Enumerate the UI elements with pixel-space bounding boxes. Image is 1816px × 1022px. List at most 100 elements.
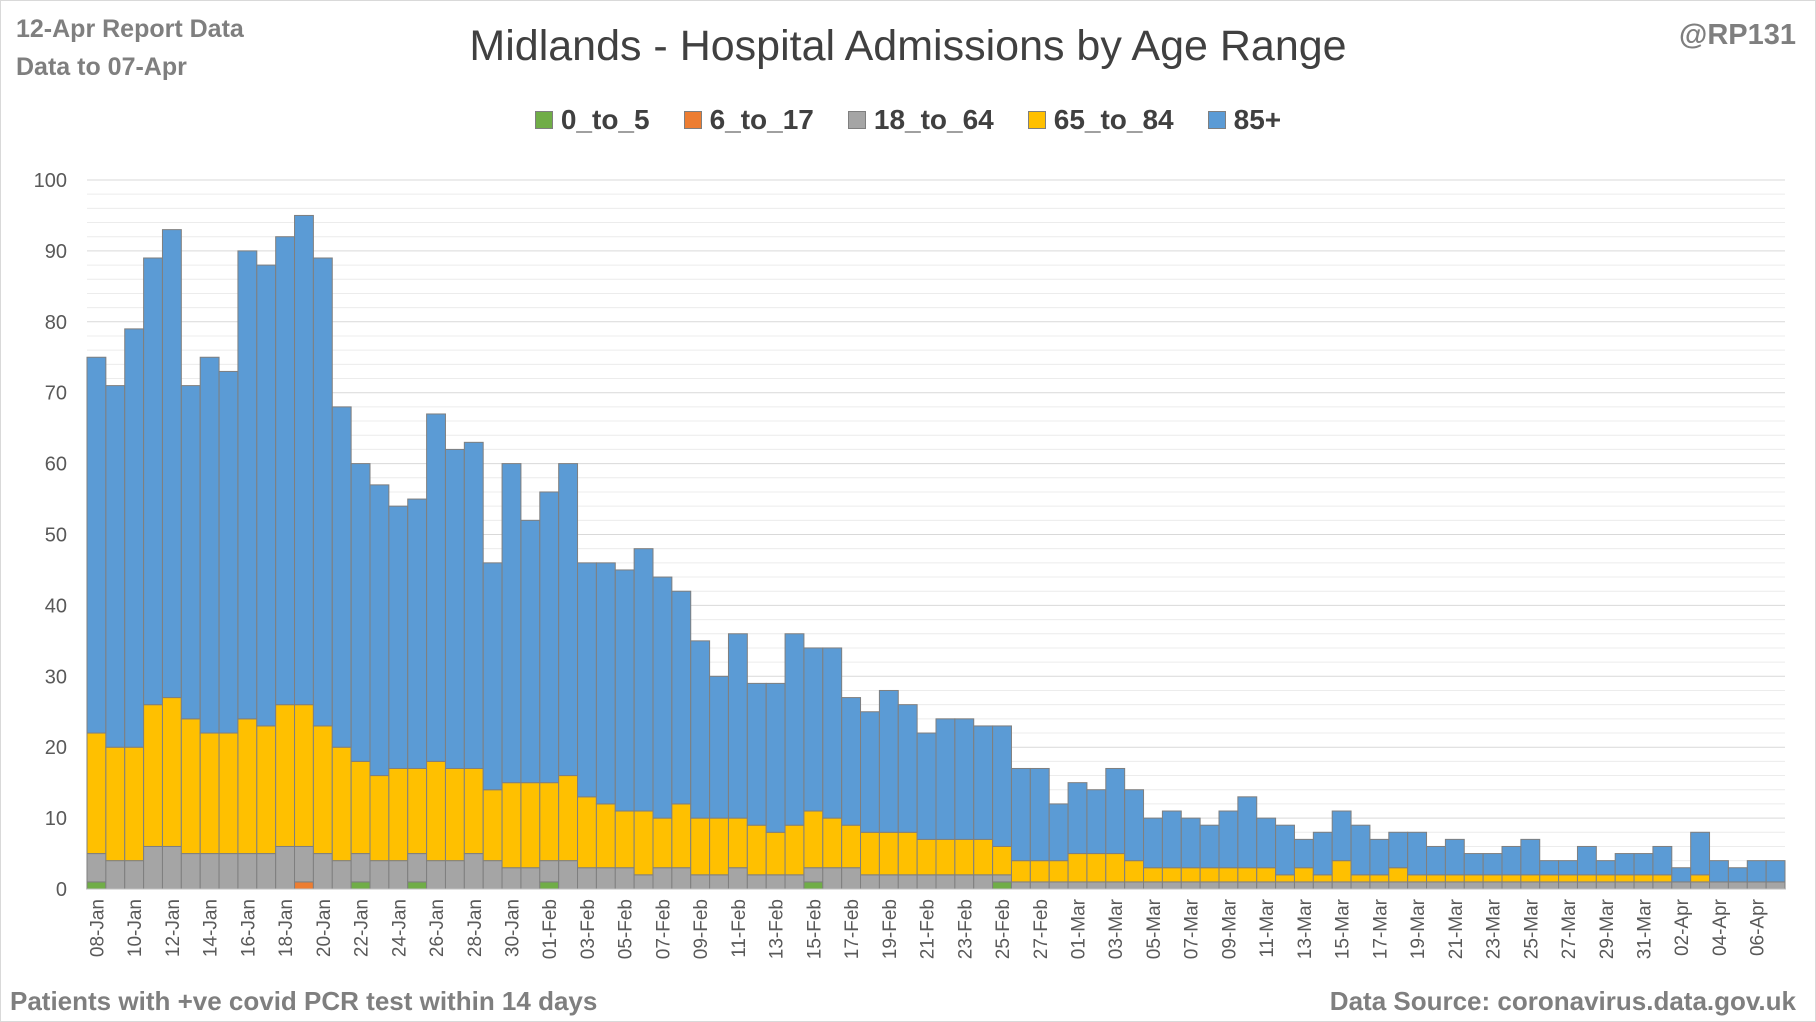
bar-segment-85-plus	[482, 562, 503, 791]
bar-segment-18-to-64	[275, 845, 296, 890]
bar-segment-65-to-84	[803, 810, 824, 869]
bar-segment-18-to-64	[860, 874, 880, 890]
x-tick-label: 19-Mar	[1408, 898, 1429, 959]
bar-segment-65-to-84	[1350, 874, 1371, 883]
bar-segment-65-to-84	[1105, 853, 1126, 883]
bar-segment-85-plus	[1086, 789, 1107, 855]
x-tick-label: 22-Jan	[352, 899, 373, 957]
bar-segment-85-plus	[1709, 860, 1729, 883]
bar-segment-85-plus	[444, 448, 465, 769]
y-tick-label: 30	[45, 666, 67, 688]
x-tick-label: 04-Apr	[1710, 898, 1731, 956]
bar-segment-18-to-64	[1595, 881, 1616, 890]
x-tick-label: 21-Feb	[918, 899, 939, 959]
bar-segment-18-to-64	[1652, 881, 1673, 890]
bar-segment-65-to-84	[407, 767, 428, 855]
legend-swatch-0-to-5	[534, 111, 553, 129]
bar-segment-18-to-64	[595, 867, 616, 890]
bar-segment-0-to-5	[992, 881, 1012, 890]
bar-segment-18-to-64	[1709, 881, 1729, 890]
bar-segment-85-plus	[1048, 803, 1069, 862]
bar-segment-85-plus	[1482, 853, 1503, 876]
bar-segment-65-to-84	[275, 704, 296, 847]
x-tick-label: 09-Feb	[691, 899, 712, 959]
bar-segment-85-plus	[294, 214, 314, 706]
bar-segment-85-plus	[1275, 824, 1295, 876]
bar-segment-65-to-84	[1029, 860, 1050, 883]
bar-segment-85-plus	[1161, 810, 1182, 869]
bar-segment-18-to-64	[331, 860, 352, 890]
y-tick-label: 80	[45, 312, 67, 334]
chart-legend: 0_to_5 6_to_17 18_to_64 65_to_84 85+	[0, 104, 1816, 136]
bar-segment-85-plus	[1218, 810, 1239, 869]
x-tick-label: 24-Jan	[389, 899, 410, 957]
bar-segment-65-to-84	[1690, 874, 1711, 883]
bar-segment-85-plus	[803, 647, 824, 812]
bar-segment-65-to-84	[878, 831, 899, 876]
bar-segment-65-to-84	[577, 796, 597, 869]
bar-segment-18-to-64	[633, 874, 654, 890]
bar-segment-65-to-84	[218, 732, 239, 855]
bar-segment-65-to-84	[161, 697, 182, 847]
bar-segment-18-to-64	[897, 874, 918, 890]
bar-segment-65-to-84	[1407, 874, 1428, 883]
bar-segment-85-plus	[407, 498, 428, 769]
bar-segment-18-to-64	[1124, 881, 1145, 890]
bar-segment-65-to-84	[1369, 874, 1390, 883]
bar-segment-18-to-64	[180, 853, 201, 890]
bar-segment-65-to-84	[1576, 874, 1597, 883]
bar-segment-18-to-64	[727, 867, 748, 890]
bar-segment-65-to-84	[237, 718, 258, 855]
bar-segment-18-to-64	[1086, 881, 1107, 890]
bar-segment-65-to-84	[350, 760, 371, 855]
bar-segment-85-plus	[746, 682, 767, 826]
bar-segment-85-plus	[1727, 867, 1748, 883]
bar-segment-18-to-64	[1237, 881, 1258, 890]
bar-segment-85-plus	[652, 576, 673, 819]
bar-segment-85-plus	[1199, 824, 1220, 869]
x-tick-label: 01-Feb	[540, 899, 561, 959]
bar-segment-85-plus	[973, 725, 994, 840]
bar-segment-65-to-84	[143, 704, 163, 847]
bar-segment-85-plus	[595, 562, 616, 805]
bar-segment-65-to-84	[595, 803, 616, 869]
bar-segment-85-plus	[143, 257, 163, 706]
bar-segment-85-plus	[124, 328, 145, 748]
bar-segment-18-to-64	[1558, 881, 1578, 890]
legend-swatch-85-plus	[1207, 111, 1226, 129]
bar-segment-65-to-84	[935, 838, 956, 876]
x-tick-label: 05-Feb	[616, 899, 637, 959]
bar-segment-65-to-84	[860, 831, 880, 876]
bar-segment-18-to-64	[86, 853, 107, 883]
bar-segment-65-to-84	[1463, 874, 1484, 883]
bar-segment-65-to-84	[312, 725, 333, 855]
bar-segment-85-plus	[878, 689, 899, 833]
bar-segment-85-plus	[1671, 867, 1692, 883]
bar-segment-18-to-64	[1671, 881, 1692, 890]
bar-segment-65-to-84	[1124, 860, 1145, 883]
bar-segment-65-to-84	[558, 775, 579, 862]
bar-segment-65-to-84	[1010, 860, 1031, 883]
bar-segment-18-to-64	[1293, 881, 1314, 890]
bar-segment-18-to-64	[822, 867, 843, 890]
bar-segment-85-plus	[331, 406, 352, 748]
bar-segment-85-plus	[237, 250, 258, 720]
bar-segment-18-to-64	[294, 845, 314, 883]
chart-title: Midlands - Hospital Admissions by Age Ra…	[469, 22, 1347, 70]
y-tick-label: 0	[56, 879, 67, 901]
y-tick-label: 90	[45, 241, 67, 263]
bar-segment-85-plus	[1105, 767, 1126, 855]
bar-segment-18-to-64	[388, 860, 409, 890]
x-tick-label: 02-Apr	[1672, 898, 1693, 956]
bar-segment-65-to-84	[1143, 867, 1163, 883]
bar-segment-18-to-64	[161, 845, 182, 890]
x-tick-label: 27-Feb	[1031, 899, 1052, 959]
bar-segment-65-to-84	[727, 817, 748, 869]
bar-segment-65-to-84	[294, 704, 314, 847]
bar-segment-18-to-64	[1765, 881, 1786, 890]
y-tick-label: 60	[45, 454, 67, 476]
bar-segment-18-to-64	[482, 860, 503, 890]
bar-segment-65-to-84	[520, 782, 541, 869]
bar-segment-65-to-84	[671, 803, 692, 869]
bar-segment-65-to-84	[86, 732, 107, 855]
